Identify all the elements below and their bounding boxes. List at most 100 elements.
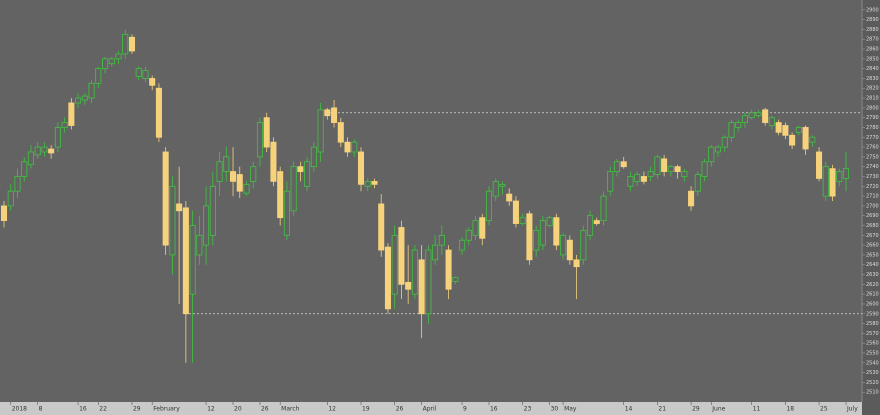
candle-body xyxy=(721,136,728,148)
x-tick-label: February xyxy=(153,406,180,413)
candle-body xyxy=(708,146,715,163)
candle-body xyxy=(81,95,88,101)
candle-body xyxy=(607,171,614,192)
candle-body xyxy=(108,58,115,65)
candle-body xyxy=(593,220,600,224)
x-tick-label: 21 xyxy=(658,406,666,413)
candle-body xyxy=(223,156,230,172)
candle-body xyxy=(189,225,196,295)
y-tick-label: 2680 xyxy=(866,223,879,229)
candle-body xyxy=(539,220,546,246)
candle-body xyxy=(816,151,823,179)
candle-body xyxy=(479,217,486,239)
candle-body xyxy=(829,168,836,197)
y-tick-label: 2870 xyxy=(866,37,879,43)
candle-body xyxy=(270,141,277,182)
candle-body xyxy=(492,180,499,197)
y-tick-label: 2850 xyxy=(866,56,879,62)
y-tick-label: 2820 xyxy=(866,86,879,92)
y-tick-label: 2740 xyxy=(866,164,879,170)
x-tick-label: 12 xyxy=(328,406,336,413)
candle-body xyxy=(176,203,183,212)
y-tick-label: 2630 xyxy=(866,272,879,278)
y-tick-label: 2810 xyxy=(866,96,879,102)
y-tick-label: 2750 xyxy=(866,154,879,160)
candle-body xyxy=(634,174,641,182)
x-tick-label: 14 xyxy=(625,406,633,413)
candle-body xyxy=(0,205,8,222)
x-tick-label: July xyxy=(846,406,858,413)
x-tick-label: 29 xyxy=(692,406,700,413)
candle-body xyxy=(694,174,701,192)
candle-body xyxy=(337,122,344,143)
candle-body xyxy=(135,68,142,77)
x-axis-area xyxy=(0,402,862,415)
plot-area xyxy=(0,0,862,402)
candle-body xyxy=(182,207,189,315)
candle-body xyxy=(324,109,331,117)
candle-body xyxy=(384,246,391,310)
y-tick-label: 2890 xyxy=(866,17,879,23)
x-tick-label: 11 xyxy=(753,406,761,413)
candle-body xyxy=(519,217,526,224)
candle-body xyxy=(54,127,61,148)
y-tick-label: 2710 xyxy=(866,194,879,200)
y-tick-label: 2570 xyxy=(866,331,879,337)
candle-body xyxy=(701,161,708,177)
candle-body xyxy=(405,281,412,290)
candle-body xyxy=(364,180,371,187)
candle-body xyxy=(580,230,587,261)
y-tick-label: 2730 xyxy=(866,174,879,180)
candle-body xyxy=(526,213,533,261)
candle-body xyxy=(647,171,654,177)
candle-body xyxy=(21,161,28,177)
y-tick-label: 2640 xyxy=(866,262,879,268)
y-tick-label: 2790 xyxy=(866,115,879,121)
candle-body xyxy=(411,249,418,295)
candle-body xyxy=(88,82,95,99)
candle-body xyxy=(142,70,149,79)
candle-body xyxy=(27,151,34,166)
x-tick-label: April xyxy=(423,406,437,413)
candle-body xyxy=(277,171,284,219)
x-tick-label: 18 xyxy=(786,406,794,413)
candle-body xyxy=(741,115,748,123)
y-tick-label: 2520 xyxy=(866,380,879,386)
candle-body xyxy=(250,166,257,182)
y-tick-label: 2580 xyxy=(866,321,879,327)
candle-body xyxy=(310,146,317,168)
candle-body xyxy=(68,102,75,126)
candle-body xyxy=(169,185,176,256)
candle-body xyxy=(344,141,351,153)
candle-body xyxy=(681,171,688,177)
candle-body xyxy=(290,166,297,212)
candle-body xyxy=(155,87,162,138)
candle-body xyxy=(317,109,324,153)
candle-body xyxy=(789,134,796,146)
candle-body xyxy=(842,168,850,179)
candle-body xyxy=(41,146,48,153)
y-tick-label: 2690 xyxy=(866,213,879,219)
candle-body xyxy=(425,249,432,315)
x-tick-label: 9 xyxy=(463,406,467,413)
candle-body xyxy=(196,234,203,256)
candle-body xyxy=(391,234,398,295)
candle-body xyxy=(102,58,109,70)
x-tick-label: 19 xyxy=(362,406,370,413)
candle-body xyxy=(795,127,802,133)
y-tick-label: 2510 xyxy=(866,390,879,396)
candle-body xyxy=(661,158,668,172)
x-tick-label: 8 xyxy=(39,406,43,413)
candle-body xyxy=(229,171,237,182)
candle-body xyxy=(768,117,775,126)
candle-body xyxy=(560,234,567,256)
candle-body xyxy=(256,122,263,158)
candle-body xyxy=(782,125,789,136)
candle-body xyxy=(445,249,452,290)
y-tick-label: 2530 xyxy=(866,370,879,376)
x-tick-label: May xyxy=(564,406,577,413)
candle-body xyxy=(14,176,21,192)
x-tick-label: 16 xyxy=(79,406,87,413)
candle-body xyxy=(203,205,210,246)
